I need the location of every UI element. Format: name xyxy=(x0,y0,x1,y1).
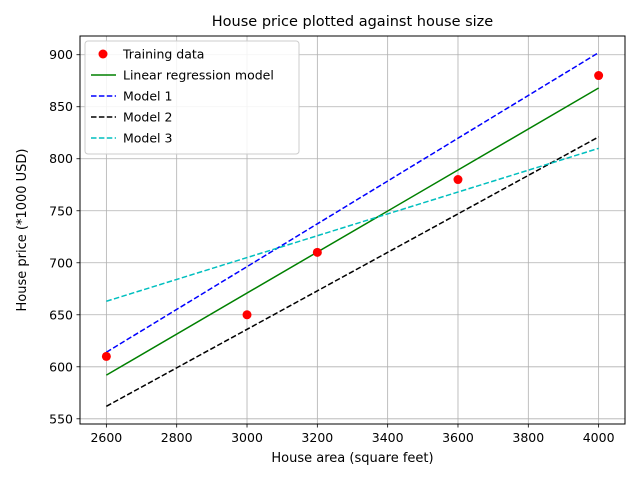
training-data-point xyxy=(312,247,322,257)
legend-label-3: Model 2 xyxy=(123,110,172,125)
training-data-point xyxy=(594,71,604,81)
x-tick-label: 3200 xyxy=(301,430,333,445)
plot-frame xyxy=(79,35,626,425)
training-data-point xyxy=(453,175,463,185)
x-tick-label: 3400 xyxy=(372,430,404,445)
x-tick-label: 2800 xyxy=(161,430,193,445)
legend-label-1: Linear regression model xyxy=(123,68,274,83)
y-tick-label: 850 xyxy=(49,99,73,114)
x-tick-label: 4000 xyxy=(583,430,615,445)
y-axis-label: House price (*1000 USD) xyxy=(15,149,30,312)
y-tick-label: 900 xyxy=(49,47,73,62)
x-tick-label: 3800 xyxy=(512,430,544,445)
legend: Training data Linear regression model Mode… xyxy=(84,40,300,155)
y-tick-label: 600 xyxy=(49,359,73,374)
series-line-4 xyxy=(106,147,599,302)
series-layer xyxy=(105,52,600,407)
legend-label-2: Model 1 xyxy=(123,89,172,104)
legend-box xyxy=(84,40,300,155)
training-data-point xyxy=(242,310,252,320)
x-tick-label: 2600 xyxy=(90,430,122,445)
legend-marker-training-data xyxy=(98,49,108,59)
series-line-2 xyxy=(105,52,600,353)
y-tick-label: 700 xyxy=(49,255,73,270)
series-line-1 xyxy=(105,87,600,376)
chart-title: House price plotted against house size xyxy=(212,14,494,30)
legend-label-4: Model 3 xyxy=(123,131,172,146)
legend-label-training-data: Training data xyxy=(122,47,204,62)
y-tick-label: 550 xyxy=(49,411,73,426)
y-tick-label: 650 xyxy=(49,307,73,322)
y-tick-label: 800 xyxy=(49,151,73,166)
x-tick-label: 3000 xyxy=(231,430,263,445)
axis-ticks: 2600 2800 3000 3200 3400 3600 3800 4000 550 600 65… xyxy=(49,47,614,445)
training-data-point xyxy=(101,351,111,361)
x-tick-label: 3600 xyxy=(442,430,474,445)
series-line-3 xyxy=(106,136,599,407)
training-points xyxy=(101,71,604,361)
y-tick-label: 750 xyxy=(49,203,73,218)
x-axis-label: House area (square feet) xyxy=(271,451,433,466)
